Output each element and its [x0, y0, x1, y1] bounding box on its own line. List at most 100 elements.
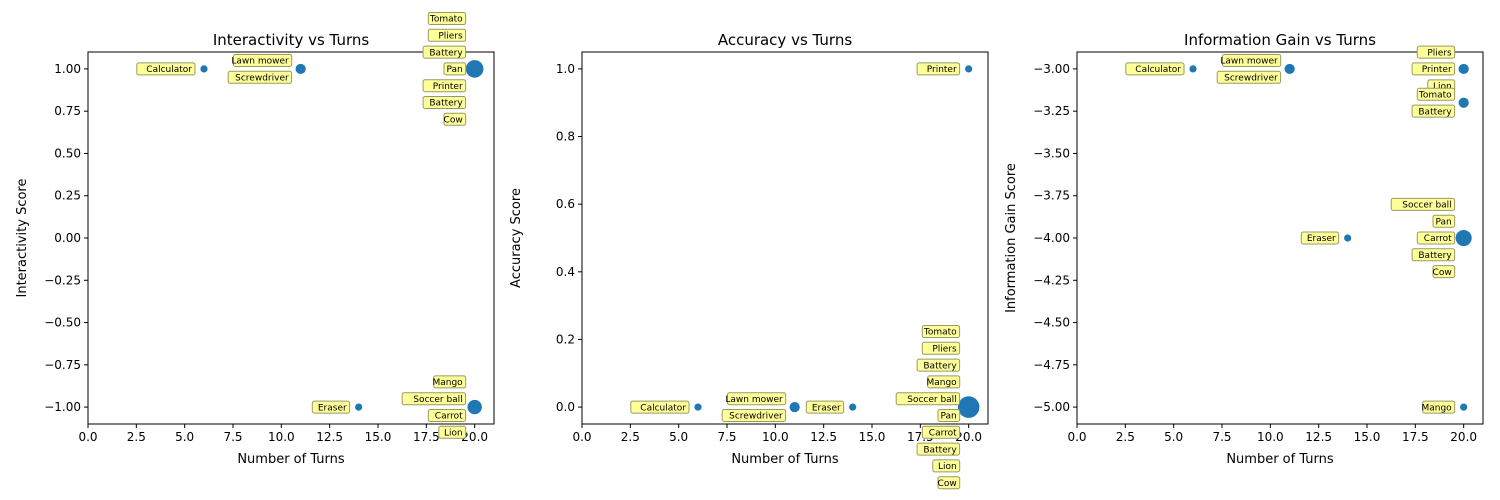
data-point	[694, 403, 702, 411]
annotation-label: Battery	[923, 361, 957, 371]
data-point	[467, 399, 482, 415]
annotation-box	[443, 112, 467, 126]
x-axis-label: Number of Turns	[731, 452, 839, 467]
annotation-box	[443, 62, 467, 76]
annotation-label: Cow	[444, 116, 463, 126]
annotation-label: Soccer ball	[1402, 201, 1451, 211]
data-point	[1344, 234, 1352, 242]
annotation-label: Battery	[1418, 251, 1452, 261]
annotation-label: Cow	[938, 479, 957, 489]
annotation-label: Battery	[429, 99, 463, 109]
y-tick-label: −4.00	[1033, 231, 1070, 245]
y-tick-label: −0.75	[44, 358, 81, 372]
annotation-label: Calculator	[1135, 65, 1181, 75]
axes-frame	[87, 51, 495, 425]
y-tick-label: −3.00	[1033, 62, 1070, 76]
x-tick-label: 20.0	[461, 430, 488, 444]
annotation-label: Pliers	[932, 345, 957, 355]
annotation-label: Mango	[1421, 403, 1452, 413]
annotation-label: Soccer ball	[413, 395, 462, 405]
annotation-label: Pliers	[1427, 48, 1452, 58]
annotation-label: Lion	[1433, 82, 1452, 92]
y-tick-label: 0.4	[556, 265, 575, 279]
annotation-label: Printer	[1422, 65, 1452, 75]
y-tick-label: −3.50	[1033, 146, 1070, 160]
annotation-box	[721, 409, 787, 422]
axes-frame	[581, 51, 989, 425]
annotation-label: Tomato	[923, 328, 957, 338]
annotation-box	[227, 70, 293, 84]
annotation-box	[311, 400, 351, 414]
annotation-box	[422, 79, 467, 93]
y-tick-label: −5.00	[1033, 400, 1070, 414]
annotation-box	[1125, 62, 1185, 76]
annotation-label: Mango	[926, 378, 957, 388]
y-tick-label: 0.25	[54, 189, 81, 203]
annotation-box	[937, 476, 961, 490]
y-tick-label: 0.50	[54, 146, 81, 160]
annotation-label: Screwdriver	[729, 412, 783, 422]
axes-frame	[1076, 51, 1484, 425]
annotation-box	[1416, 231, 1456, 245]
annotation-box	[921, 425, 961, 439]
x-tick-label: 15.0	[859, 430, 886, 444]
x-tick-label: 2.5	[621, 430, 640, 444]
data-point	[849, 403, 857, 411]
annotation-box	[1416, 45, 1456, 59]
annotation-label: Eraser	[812, 403, 841, 413]
annotation-box	[433, 375, 467, 389]
annotation-box	[921, 325, 961, 338]
annotation-box	[1422, 400, 1456, 414]
x-tick-label: 0.0	[572, 430, 591, 444]
annotation-box	[916, 442, 961, 456]
annotation-box	[401, 392, 467, 406]
x-tick-label: 17.5	[413, 430, 440, 444]
x-tick-label: 2.5	[1116, 430, 1135, 444]
annotation-label: Lion	[444, 429, 463, 439]
annotation-label: Tomato	[1418, 91, 1452, 101]
annotation-box	[1216, 70, 1282, 84]
annotation-box	[422, 45, 467, 59]
y-tick-label: −4.75	[1033, 358, 1070, 372]
data-point	[1455, 229, 1472, 247]
x-tick-label: 10.0	[268, 430, 295, 444]
annotation-box	[136, 62, 196, 76]
annotation-label: Calculator	[146, 65, 192, 75]
annotation-box	[895, 392, 961, 406]
y-tick-label: 1.0	[556, 62, 575, 76]
annotation-box	[1222, 54, 1282, 67]
y-axis-label: Accuracy Score	[509, 188, 524, 288]
annotation-box	[1432, 265, 1456, 279]
x-tick-label: 10.0	[762, 430, 789, 444]
annotation-box	[427, 12, 467, 25]
annotation-box	[727, 392, 787, 406]
annotation-box	[1300, 231, 1340, 245]
y-tick-label: −3.75	[1033, 189, 1070, 203]
y-tick-label: −4.25	[1033, 273, 1070, 287]
data-point	[1458, 63, 1469, 74]
annotation-label: Mango	[432, 378, 463, 388]
x-axis-label: Number of Turns	[1226, 452, 1334, 467]
x-tick-label: 0.0	[1067, 430, 1086, 444]
chart-title: Accuracy vs Turns	[718, 31, 853, 49]
y-tick-label: 0.2	[556, 332, 575, 346]
chart-panel-1: Interactivity vs Turns Number of Turns Int…	[15, 12, 495, 467]
annotation-label: Carrot	[1424, 234, 1452, 244]
y-tick-label: 0.8	[556, 130, 575, 144]
annotation-label: Lawn mower	[231, 57, 289, 67]
annotation-box	[427, 409, 467, 422]
data-point	[1460, 403, 1468, 411]
annotation-label: Lawn mower	[1220, 57, 1278, 67]
annotation-box	[916, 62, 961, 76]
y-tick-label: 1.00	[54, 62, 81, 76]
annotation-box	[1411, 62, 1456, 76]
x-tick-label: 5.0	[175, 430, 194, 444]
x-tick-label: 12.5	[316, 430, 343, 444]
annotation-box	[1411, 104, 1456, 118]
annotation-box	[1411, 248, 1456, 262]
x-tick-label: 7.5	[1212, 430, 1231, 444]
annotation-box	[805, 400, 845, 414]
x-tick-label: 7.5	[717, 430, 736, 444]
data-point	[789, 402, 800, 413]
x-tick-label: 5.0	[1164, 430, 1183, 444]
